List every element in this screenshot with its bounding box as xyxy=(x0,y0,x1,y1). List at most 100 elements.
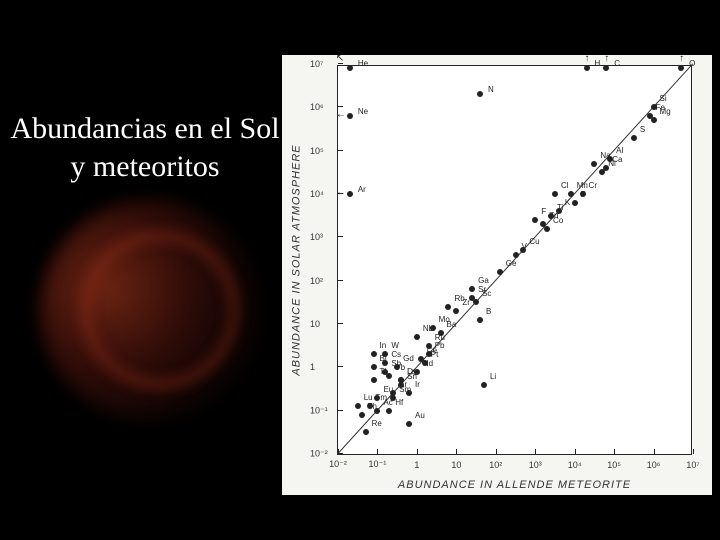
data-point-label: Eu xyxy=(383,385,393,394)
data-point-label: Co xyxy=(553,216,563,225)
data-point-label: B xyxy=(486,307,491,316)
x-axis-label: ABUNDANCE IN ALLENDE METEORITE xyxy=(337,479,692,491)
data-point-label: Cl xyxy=(561,181,569,190)
outlier-arrow-icon: ↑ xyxy=(679,53,684,64)
y-tick: 10³ xyxy=(310,232,323,242)
data-point xyxy=(355,403,361,409)
data-point xyxy=(552,191,558,197)
outlier-label: N xyxy=(488,85,494,94)
x-tick: 10⁻¹ xyxy=(369,459,387,470)
outlier-point xyxy=(603,65,609,71)
data-point-label: Si xyxy=(660,94,667,103)
outlier-label: C xyxy=(614,59,620,68)
data-point xyxy=(477,317,483,323)
data-point-label: Cr xyxy=(589,181,597,190)
data-point-label: Ga xyxy=(478,276,489,285)
data-point xyxy=(445,304,451,310)
data-point-label: Re xyxy=(372,419,382,428)
data-point xyxy=(359,412,365,418)
outlier-label: He xyxy=(358,59,368,68)
data-point-label: Gd xyxy=(403,354,414,363)
outlier-arrow-icon: ↑ xyxy=(604,53,609,64)
y-axis-label: ABUNDANCE IN SOLAR ATMOSPHERE xyxy=(290,65,304,455)
outlier-point xyxy=(678,65,684,71)
y-tick: 10⁻¹ xyxy=(310,405,328,416)
data-point-label: Al xyxy=(616,146,623,155)
data-point-label: K xyxy=(565,198,570,207)
x-tick: 10³ xyxy=(529,460,542,470)
x-tick: 10² xyxy=(489,460,502,470)
outlier-point xyxy=(347,65,353,71)
x-tick: 1 xyxy=(414,460,419,470)
outlier-label: H xyxy=(595,59,601,68)
outlier-point xyxy=(477,91,483,97)
data-point xyxy=(386,373,392,379)
data-point xyxy=(414,334,420,340)
data-point-label: Sm xyxy=(399,385,411,394)
x-tick: 10 xyxy=(451,460,461,470)
data-point-label: Nd xyxy=(423,359,433,368)
data-point-label: Ru xyxy=(435,333,445,342)
data-point xyxy=(513,252,519,258)
data-point-label: Tl xyxy=(380,367,387,376)
data-point xyxy=(568,191,574,197)
data-point xyxy=(532,217,538,223)
data-point-label: Cs xyxy=(391,350,401,359)
data-point xyxy=(481,382,487,388)
outlier-arrow-icon: ← xyxy=(336,187,346,198)
outlier-arrow-icon: ← xyxy=(336,109,346,120)
outlier-label: Ar xyxy=(358,185,366,194)
data-point xyxy=(453,308,459,314)
data-point-label: Nb xyxy=(423,324,433,333)
data-point-label: In xyxy=(380,341,387,350)
data-point xyxy=(497,269,503,275)
y-tick: 10⁻² xyxy=(310,449,328,460)
data-point-label: Th xyxy=(368,402,377,411)
chart-panel: ABUNDANCE IN SOLAR ATMOSPHERE 10⁻²10⁻¹11… xyxy=(282,55,712,495)
x-tick: 10⁵ xyxy=(607,460,621,470)
data-point-label: Na xyxy=(600,151,610,160)
y-tick: 1 xyxy=(310,362,315,372)
data-point-label: Sn xyxy=(407,372,417,381)
data-point-label: Ge xyxy=(506,259,517,268)
outlier-point xyxy=(347,191,353,197)
data-point xyxy=(469,286,475,292)
data-point xyxy=(591,161,597,167)
outlier-arrow-icon: ↖ xyxy=(336,53,344,64)
data-point-label: F xyxy=(541,207,546,216)
data-point-label: Mo xyxy=(439,315,450,324)
x-tick: 10⁴ xyxy=(568,460,582,470)
outlier-label: Ne xyxy=(358,107,368,116)
data-point-label: Ti xyxy=(557,203,563,212)
data-point-label: W xyxy=(391,341,399,350)
data-point-label: P xyxy=(581,190,586,199)
slide-title: Abundancias en el Sol y meteoritos xyxy=(10,110,280,185)
x-tick: 10⁶ xyxy=(647,460,661,470)
data-point-label: Rb xyxy=(454,294,464,303)
data-point xyxy=(363,429,369,435)
x-tick: 10⁷ xyxy=(686,460,699,470)
x-tick: 10⁻² xyxy=(329,459,347,470)
data-point-label: Mg xyxy=(660,107,671,116)
data-point xyxy=(572,200,578,206)
data-point xyxy=(371,351,377,357)
data-point-label: Ac xyxy=(383,398,392,407)
outlier-point xyxy=(347,113,353,119)
data-point-label: Li xyxy=(490,372,496,381)
scatter-plot-area: 10⁻²10⁻¹11010²10³10⁴10⁵10⁶10⁷10⁻²10⁻¹110… xyxy=(337,65,692,455)
data-point-label: Sr xyxy=(478,285,486,294)
y-tick: 10⁴ xyxy=(310,189,324,199)
y-tick: 10² xyxy=(310,276,323,286)
background-nebula-ring xyxy=(80,230,240,390)
data-point-label: Bi xyxy=(380,354,387,363)
data-point-label: Yb xyxy=(395,363,405,372)
outlier-arrow-icon: ↑ xyxy=(585,53,590,64)
data-point-label: Au xyxy=(415,411,425,420)
y-tick: 10 xyxy=(310,319,320,329)
outlier-point xyxy=(584,65,590,71)
data-point xyxy=(371,364,377,370)
data-point xyxy=(651,117,657,123)
outlier-label: O xyxy=(689,59,695,68)
y-tick: 10⁶ xyxy=(310,102,324,112)
data-point xyxy=(386,408,392,414)
